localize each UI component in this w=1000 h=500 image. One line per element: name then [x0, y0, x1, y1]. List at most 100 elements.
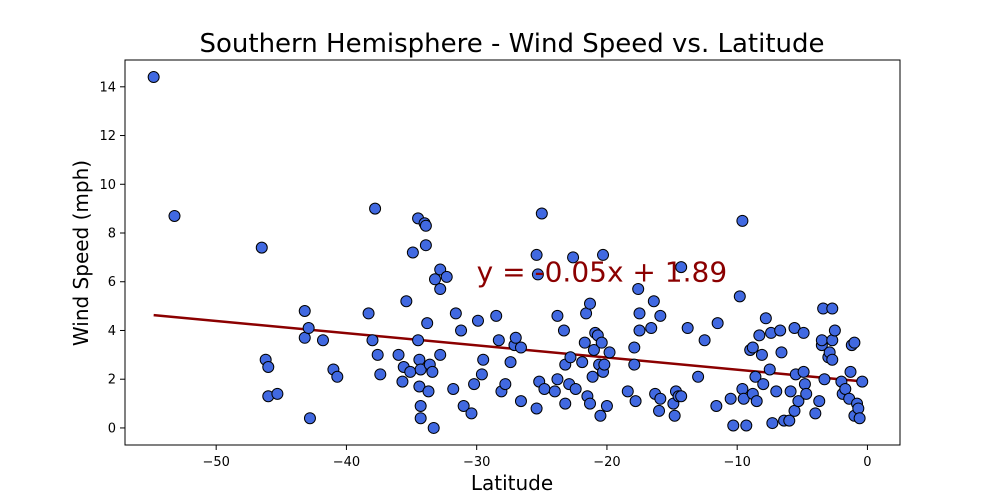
data-point	[584, 397, 596, 410]
data-point	[406, 246, 419, 259]
data-point	[298, 304, 311, 317]
data-point	[724, 392, 737, 405]
data-point	[504, 356, 517, 369]
data-point	[559, 397, 572, 410]
data-point	[514, 341, 527, 354]
data-point	[828, 324, 841, 337]
data-point	[584, 297, 596, 310]
data-point	[567, 251, 580, 264]
data-point	[262, 361, 275, 374]
y-tick-label: 4	[108, 324, 116, 339]
data-point	[654, 309, 667, 322]
data-point	[797, 365, 810, 378]
y-axis-ticks: 0 2 4 6 8 10 12 14	[99, 80, 125, 436]
data-point	[302, 322, 315, 335]
data-point	[852, 402, 865, 415]
data-point	[856, 375, 869, 388]
data-point	[818, 373, 831, 386]
x-axis-ticks: −50 −40 −30 −20 −10 0	[202, 445, 872, 470]
data-point	[429, 273, 441, 286]
data-point	[597, 248, 610, 261]
data-point	[746, 341, 759, 354]
data-point	[419, 219, 432, 232]
data-point	[366, 334, 379, 347]
regression-equation: y = -0.05x + 1.89	[477, 256, 727, 289]
data-point	[736, 382, 749, 395]
data-point	[374, 368, 387, 381]
data-point	[434, 283, 447, 296]
data-point	[826, 334, 839, 347]
data-point	[815, 334, 828, 347]
data-point	[727, 419, 740, 432]
data-point	[586, 370, 599, 383]
data-point	[692, 370, 705, 383]
data-point	[392, 348, 405, 361]
data-point	[475, 368, 488, 381]
data-point	[548, 385, 561, 398]
data-point	[598, 358, 611, 371]
data-point	[530, 402, 543, 415]
data-point	[826, 353, 839, 366]
data-point	[404, 365, 417, 378]
data-point	[414, 400, 427, 413]
y-tick-label: 10	[99, 178, 116, 193]
data-point	[557, 324, 570, 337]
data-point	[633, 324, 646, 337]
data-point	[492, 334, 505, 347]
data-point	[477, 353, 490, 366]
data-point	[471, 314, 484, 327]
annotation-layer: y = -0.05x + 1.89	[477, 256, 727, 289]
data-point	[564, 351, 577, 364]
data-point	[668, 409, 681, 422]
data-point	[654, 392, 667, 405]
data-point	[628, 341, 641, 354]
data-point	[698, 334, 711, 347]
plot-frame	[124, 59, 901, 446]
data-point	[681, 322, 694, 335]
data-point	[809, 407, 822, 420]
data-point	[421, 317, 434, 330]
data-point	[755, 348, 768, 361]
data-point	[422, 385, 435, 398]
data-point	[621, 385, 634, 398]
data-point	[711, 317, 724, 330]
data-point	[576, 356, 589, 369]
data-point	[316, 334, 329, 347]
data-point	[645, 322, 658, 335]
data-point	[413, 353, 426, 366]
y-tick-label: 12	[99, 129, 116, 144]
data-point	[465, 407, 478, 420]
data-point	[763, 363, 776, 376]
data-point	[538, 382, 551, 395]
data-point	[797, 326, 810, 339]
data-point	[770, 385, 783, 398]
data-point	[434, 348, 447, 361]
data-point	[710, 400, 723, 413]
data-point	[499, 378, 512, 391]
data-point	[813, 395, 826, 408]
data-point	[759, 312, 772, 325]
data-point	[414, 412, 427, 425]
data-point	[733, 290, 746, 303]
data-point	[369, 202, 382, 215]
data-point	[440, 270, 453, 283]
data-point	[457, 400, 470, 413]
data-point	[255, 241, 268, 254]
data-point	[736, 214, 749, 227]
x-tick-label: −20	[593, 455, 620, 470]
data-point	[535, 207, 548, 220]
data-point	[600, 400, 613, 413]
data-point	[844, 365, 857, 378]
data-point	[362, 307, 375, 320]
data-point	[569, 382, 582, 395]
data-point	[414, 363, 427, 376]
regression-line	[153, 313, 862, 383]
x-axis-label: Latitude	[471, 471, 553, 495]
data-point	[551, 373, 564, 386]
data-point	[168, 209, 181, 222]
y-tick-label: 0	[108, 421, 116, 436]
data-point	[427, 421, 440, 434]
data-point	[400, 295, 413, 308]
data-point	[412, 334, 425, 347]
data-point	[447, 382, 460, 395]
